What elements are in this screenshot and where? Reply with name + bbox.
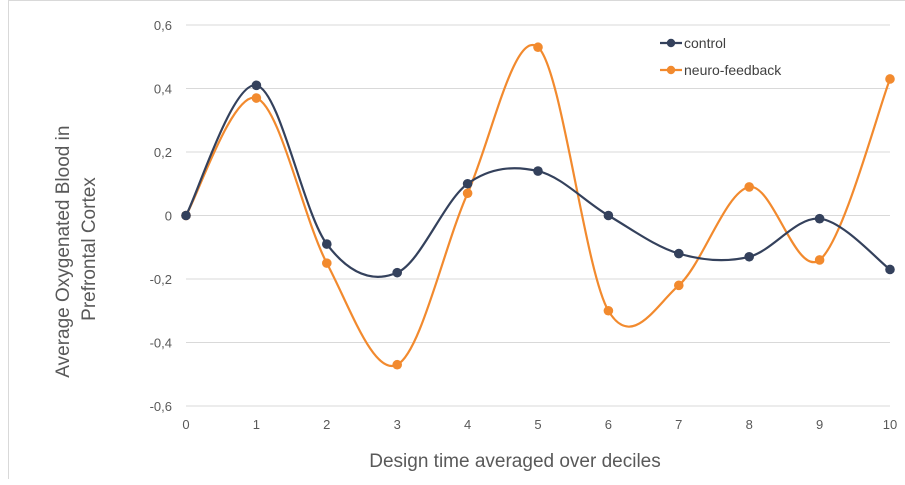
chart-frame: -0,6 -0,4 -0,2 0 0,2 0,4 0,6 0 1 2 3 4 5 6 7 8 9 10 cont… — [8, 0, 905, 479]
y-tick-label: 0,6 — [154, 18, 172, 33]
series-line-neuro-feedback — [185, 43, 892, 368]
legend: control neuro-feedback — [660, 35, 782, 78]
x-tick-label: 1 — [253, 417, 260, 432]
x-tick-label: 2 — [323, 417, 330, 432]
data-point-neuro-feedback — [885, 74, 895, 84]
data-point-neuro-feedback — [533, 42, 543, 53]
data-point-neuro-feedback — [744, 182, 754, 192]
x-tick-label: 9 — [816, 417, 823, 432]
data-point-neuro-feedback — [603, 305, 614, 316]
y-axis-title-line-1: Average Oxygenated Blood in — [53, 126, 74, 378]
y-tick-label: -0,4 — [150, 336, 172, 351]
data-point-control — [814, 213, 825, 224]
data-point-neuro-feedback — [674, 280, 684, 291]
data-point-neuro-feedback — [392, 359, 403, 370]
data-point-control — [603, 210, 614, 221]
data-point-control — [744, 251, 754, 262]
x-tick-label: 5 — [534, 417, 541, 432]
series-control — [181, 80, 895, 278]
series-line-control — [185, 84, 891, 278]
data-point-control — [885, 264, 895, 275]
x-tick-label: 7 — [675, 417, 682, 432]
x-tick-label: 8 — [746, 417, 753, 432]
y-axis-title: Average Oxygenated Blood in Prefrontal C… — [53, 120, 100, 377]
x-tick-label: 4 — [464, 417, 471, 432]
y-tick-label: -0,6 — [150, 399, 172, 414]
legend-label-neuro-feedback: neuro-feedback — [684, 62, 782, 78]
data-point-control — [462, 178, 473, 189]
legend-marker-neuro-feedback — [666, 65, 676, 75]
y-tick-label: 0,2 — [154, 145, 172, 160]
y-tick-label: 0 — [165, 209, 172, 224]
data-point-control — [533, 166, 543, 176]
data-point-control — [322, 239, 332, 249]
x-tick-label: 6 — [605, 417, 612, 432]
series-neuro-feedback — [181, 42, 895, 370]
y-tick-label: 0,4 — [154, 82, 172, 97]
series-group — [181, 42, 895, 370]
data-point-neuro-feedback — [814, 255, 825, 265]
data-point-control — [181, 210, 191, 221]
x-tick-label: 10 — [883, 417, 897, 432]
data-point-control — [251, 80, 262, 91]
grid-lines — [186, 24, 890, 407]
legend-label-control: control — [684, 35, 726, 51]
data-point-neuro-feedback — [462, 188, 473, 199]
x-tick-label: 3 — [394, 417, 401, 432]
x-axis-ticks: 0 1 2 3 4 5 6 7 8 9 10 — [182, 417, 897, 432]
legend-marker-control — [666, 38, 676, 48]
x-axis-title: Design time averaged over deciles — [369, 451, 661, 472]
data-point-control — [392, 267, 403, 278]
data-point-neuro-feedback — [251, 93, 262, 103]
y-axis-ticks: -0,6 -0,4 -0,2 0 0,2 0,4 0,6 — [150, 18, 172, 414]
line-chart: -0,6 -0,4 -0,2 0 0,2 0,4 0,6 0 1 2 3 4 5 6 7 8 9 10 cont… — [53, 18, 897, 472]
y-axis-title-line-2: Prefrontal Cortex — [79, 177, 100, 321]
data-point-control — [674, 248, 684, 259]
x-tick-label: 0 — [182, 417, 189, 432]
y-tick-label: -0,2 — [150, 272, 172, 287]
data-point-neuro-feedback — [322, 258, 332, 268]
